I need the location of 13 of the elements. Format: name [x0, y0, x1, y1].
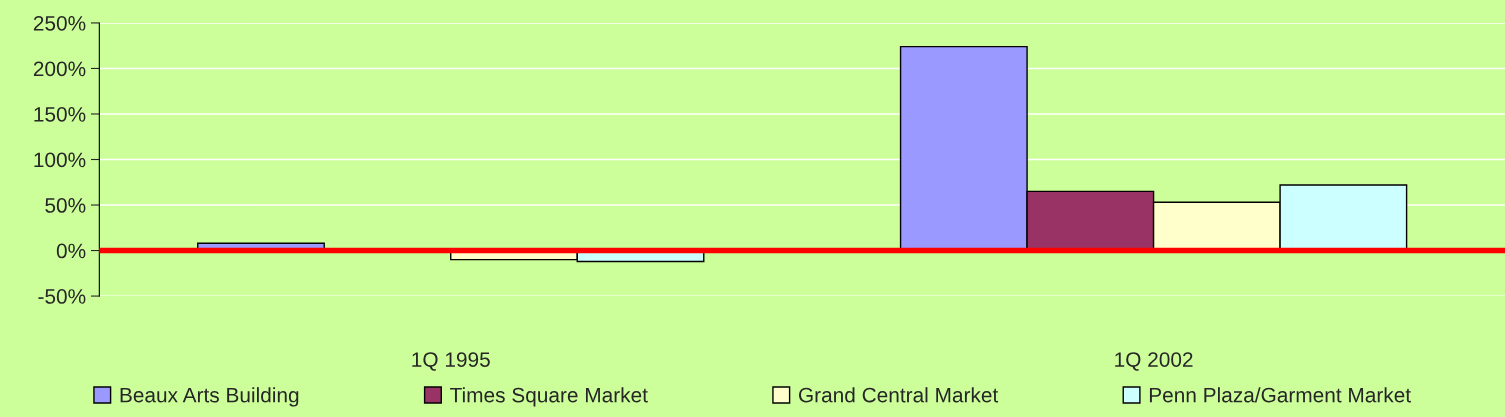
x-tick-label: 1Q 1995 — [412, 352, 490, 371]
y-tick-label: 150% — [34, 106, 86, 122]
y-tick-label: 250% — [33, 15, 86, 31]
y-tick-label: 0% — [56, 243, 86, 259]
legend-label: Penn Plaza/Garment Market — [1149, 387, 1411, 403]
legend-label: Grand Central Market — [798, 387, 999, 403]
legend-label: Beaux Arts Building — [120, 387, 299, 407]
y-tick-label: 100% — [34, 152, 86, 168]
x-tick-label: 1Q 2002 — [1115, 352, 1193, 371]
y-tick-label: -50% — [38, 289, 86, 304]
y-tick-label: 200% — [33, 61, 86, 77]
legend-label: Times Square Market — [450, 387, 648, 407]
y-tick-label: 50% — [45, 198, 86, 213]
